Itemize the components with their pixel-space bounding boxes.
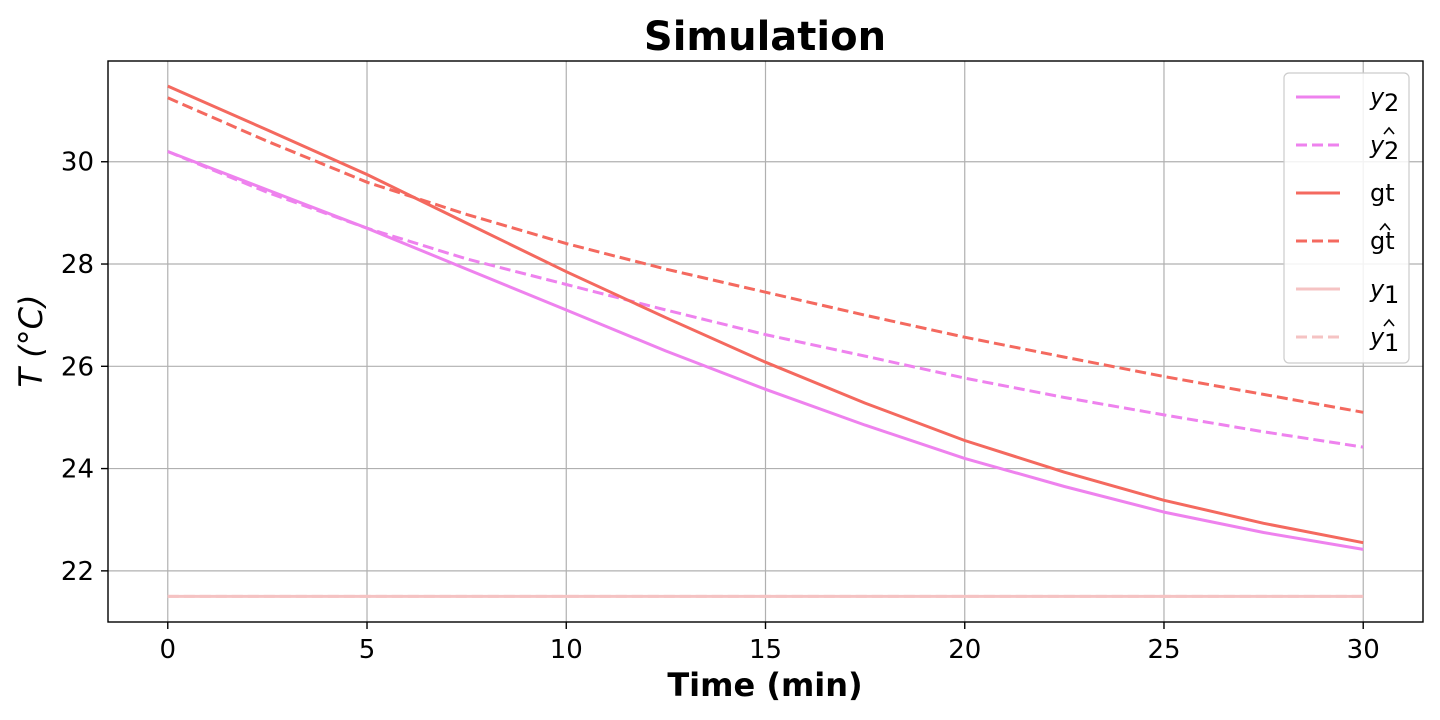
tick-group: 0 5 10 15 20 25 30 22 24 26 28 30 — [61, 148, 1380, 665]
x-tick-label: 0 — [159, 635, 176, 665]
series-line-3 — [167, 96, 1364, 414]
legend-label-sub: 2 — [1384, 137, 1399, 165]
y-tick-label: 30 — [61, 148, 94, 178]
legend-label-base: y — [1369, 83, 1385, 111]
legend-label-base: y — [1369, 323, 1385, 351]
chart-title: Simulation — [644, 14, 886, 60]
x-tick-label: 30 — [1347, 635, 1380, 665]
grid — [108, 61, 1423, 622]
x-tick-label: 25 — [1147, 635, 1180, 665]
legend-hat-mark — [1383, 318, 1395, 327]
legend-label-base: y — [1369, 131, 1385, 159]
y-axis-label: T (°C) — [12, 294, 50, 387]
legend-hat-mark — [1383, 126, 1395, 135]
x-tick-label: 5 — [359, 635, 376, 665]
legend-label-3: gt — [1370, 222, 1395, 255]
series-group — [167, 84, 1364, 598]
legend-label-base: gt — [1370, 227, 1395, 255]
legend-label-sub: 2 — [1384, 89, 1399, 117]
y-tick-label: 28 — [61, 250, 94, 280]
legend-label-base: y — [1369, 275, 1385, 303]
x-axis-label: Time (min) — [667, 666, 862, 704]
series-line-2 — [167, 84, 1364, 545]
legend-label-2: gt — [1370, 179, 1395, 207]
y-tick-label: 26 — [61, 352, 94, 382]
legend-label-sub: 1 — [1384, 281, 1399, 309]
y-tick-label: 22 — [61, 557, 94, 587]
x-tick-label: 15 — [749, 635, 782, 665]
x-tick-label: 20 — [948, 635, 981, 665]
series-line-0 — [167, 150, 1364, 551]
x-tick-label: 10 — [550, 635, 583, 665]
legend-hat-mark — [1379, 222, 1391, 231]
y-tick-label: 24 — [61, 455, 94, 485]
legend-label-sub: 1 — [1384, 329, 1399, 357]
legend-label-base: gt — [1370, 179, 1395, 207]
